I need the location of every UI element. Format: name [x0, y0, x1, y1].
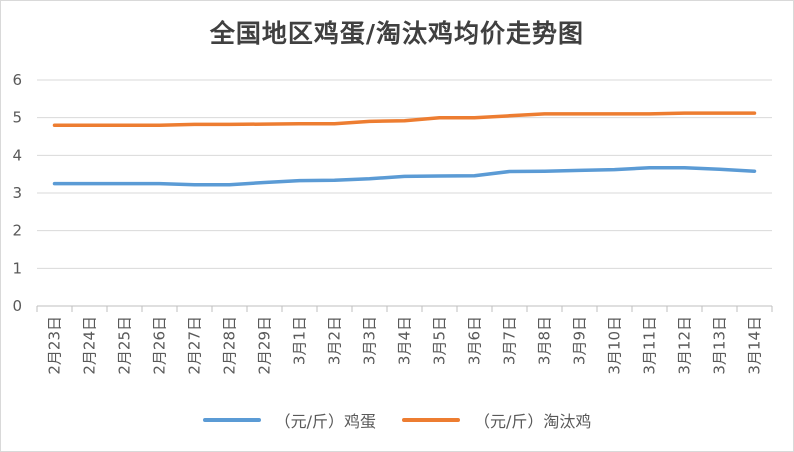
- y-tick-0: 0: [12, 297, 22, 315]
- y-tick-6: 6: [12, 71, 22, 89]
- x-tick-label: 2月26日: [151, 316, 169, 375]
- legend-item-egg: （元/斤）鸡蛋: [202, 408, 376, 432]
- x-tick-label: 3月4日: [396, 316, 414, 365]
- series-lines: [52, 111, 757, 187]
- y-tick-4: 4: [12, 146, 22, 164]
- x-tick-label: 2月24日: [81, 316, 99, 375]
- x-tick-label: 3月13日: [711, 316, 729, 375]
- x-tick-label: 3月9日: [571, 316, 589, 365]
- x-tick-label: 2月28日: [221, 316, 239, 375]
- legend-label-hen: （元/斤）淘汰鸡: [474, 412, 592, 431]
- y-tick-5: 5: [12, 109, 22, 127]
- legend-item-hen: （元/斤）淘汰鸡: [402, 408, 591, 432]
- y-tick-1: 1: [12, 259, 22, 277]
- x-tick-label: 3月12日: [676, 316, 694, 375]
- legend-swatch-hen: [402, 418, 460, 422]
- x-axis-ticks: 2月23日 2月24日 2月25日 2月26日 2月27日 2月28日 2月29日 3月1日 3…: [46, 316, 764, 375]
- x-tick-label: 3月11日: [641, 316, 659, 375]
- y-tick-2: 2: [12, 222, 22, 240]
- x-tick-label: 3月3日: [361, 316, 379, 365]
- x-tick-label: 2月23日: [46, 316, 64, 375]
- x-tick-label: 3月8日: [536, 316, 554, 365]
- series-line-0: [52, 166, 757, 187]
- legend-label-egg: （元/斤）鸡蛋: [274, 412, 376, 431]
- series-line-1: [52, 111, 757, 127]
- x-tick-label: 3月1日: [291, 316, 309, 365]
- legend: （元/斤）鸡蛋 （元/斤）淘汰鸡: [0, 408, 794, 432]
- legend-swatch-egg: [202, 418, 261, 422]
- x-tick-label: 3月10日: [606, 316, 624, 375]
- gridlines: [36, 79, 773, 312]
- y-tick-3: 3: [12, 184, 22, 202]
- x-tick-label: 2月29日: [256, 316, 274, 375]
- x-tick-label: 3月2日: [326, 316, 344, 365]
- y-axis-ticks: 0 1 2 3 4 5 6: [12, 71, 22, 315]
- x-tick-label: 2月25日: [116, 316, 134, 375]
- x-tick-label: 3月7日: [501, 316, 519, 365]
- x-tick-label: 3月5日: [431, 316, 449, 365]
- x-tick-label: 3月6日: [466, 316, 484, 365]
- x-tick-label: 2月27日: [186, 316, 204, 375]
- chart-title: 全国地区鸡蛋/淘汰鸡均价走势图: [209, 19, 585, 48]
- x-tick-label: 3月14日: [746, 316, 764, 375]
